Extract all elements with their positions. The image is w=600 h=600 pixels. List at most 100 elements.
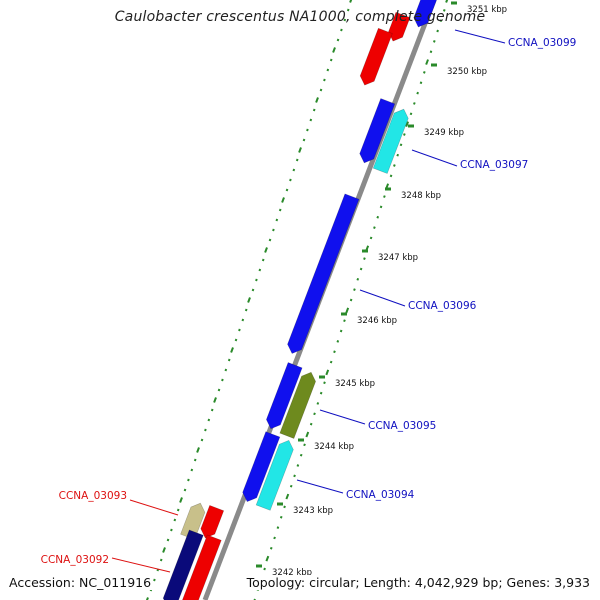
- map-title: Caulobacter crescentus NA1000, complete …: [114, 9, 486, 25]
- gc-tick-right: [379, 205, 383, 209]
- gc-tick-right: [419, 81, 423, 85]
- ruler-labels: 3251 kbp 3250 kbp 3249 kbp 3248 kbp 3247 kbp…: [272, 5, 507, 578]
- gc-tick-left: [213, 397, 217, 403]
- ruler-label: 3248 kbp: [401, 191, 441, 201]
- gc-tick-right: [399, 143, 403, 147]
- gene-red-03092: [180, 534, 222, 600]
- ruler-label: 3243 kbp: [293, 506, 333, 516]
- gc-tick-left: [329, 58, 333, 62]
- gc-tick-right: [273, 536, 276, 540]
- gene-olive-03095-shape: [279, 371, 316, 439]
- gene-leader: [319, 409, 366, 425]
- gene-pink-top-shape: [388, 11, 411, 42]
- gc-tick-left: [336, 38, 340, 42]
- gc-tick-right: [283, 505, 286, 509]
- gc-tick-right: [376, 215, 380, 219]
- gc-tick-left: [258, 268, 262, 272]
- ruler-label: 3246 kbp: [357, 316, 397, 326]
- gc-tick-left: [227, 358, 231, 362]
- gene-label: CCNA_03099: [508, 37, 576, 49]
- gc-tick-left: [278, 208, 282, 212]
- topology-text: Topology: circular; Length: 4,042,929 bp…: [244, 575, 592, 590]
- gc-tick-left: [159, 558, 163, 562]
- gc-tick-left: [173, 518, 177, 522]
- gc-tick-left: [315, 97, 319, 103]
- gc-tick-left: [234, 338, 238, 342]
- gene-navy: [162, 529, 204, 600]
- gc-tick-right: [309, 422, 313, 426]
- gc-tick-left: [306, 128, 309, 132]
- gc-tick-right: [436, 29, 439, 33]
- gc-tick-right: [413, 102, 416, 105]
- gc-tick-left: [217, 388, 221, 392]
- gc-tick-left: [346, 8, 350, 12]
- gene-navy-shape: [162, 529, 204, 600]
- gc-tick-right: [269, 546, 273, 550]
- gc-tick-right: [439, 19, 443, 23]
- gc-tick-right: [316, 402, 320, 405]
- gc-tick-right: [396, 153, 400, 157]
- gc-tick-right: [353, 288, 356, 292]
- gc-tick-left: [319, 88, 323, 92]
- gc-tick-right: [423, 71, 426, 74]
- gene-pink-top: [388, 11, 411, 42]
- gene-label: CCNA_03095: [368, 420, 436, 432]
- gene-blue-c: [266, 362, 303, 430]
- gene-03099-top: [413, 0, 438, 28]
- ruler-label: 3245 kbp: [335, 379, 375, 389]
- gene-olive-03095: [279, 371, 316, 439]
- gc-tick-left: [210, 408, 214, 412]
- gc-tick-right: [305, 431, 310, 438]
- ruler-label: 3249 kbp: [424, 128, 464, 138]
- gc-tick-left: [153, 578, 156, 582]
- gc-tick-right: [363, 257, 366, 260]
- ruler-ticks: [256, 1, 457, 568]
- gene-red-a-shape: [359, 27, 393, 86]
- gc-tick-right: [336, 340, 340, 343]
- label-leaders: [111, 29, 506, 573]
- gene-red-a: [359, 27, 393, 86]
- gc-tick-left: [289, 178, 292, 182]
- gene-red-small-shape: [200, 504, 225, 539]
- gc-tick-right: [416, 91, 419, 95]
- gc-tick-left: [179, 497, 183, 503]
- gene-blue-b: [359, 98, 396, 164]
- gc-tick-left: [295, 158, 299, 162]
- gc-tick-left: [349, 0, 353, 3]
- gc-tick-left: [343, 18, 347, 22]
- gene-blue-d: [242, 431, 281, 503]
- gc-tick-right: [323, 381, 326, 385]
- gc-tick-left: [332, 47, 336, 53]
- ruler-label: 3247 kbp: [378, 253, 418, 263]
- ruler-label: 3251 kbp: [467, 5, 507, 15]
- gc-skew-track: [145, 0, 449, 600]
- gene-leader: [454, 29, 506, 44]
- gene-label: CCNA_03094: [346, 489, 415, 501]
- gc-tick-left: [244, 308, 248, 312]
- ruler-label: 3244 kbp: [314, 442, 354, 452]
- gc-tick-right: [369, 236, 373, 240]
- gc-tick-left: [176, 508, 180, 512]
- gene-label: CCNA_03093: [59, 490, 127, 502]
- gc-tick-right: [349, 298, 353, 302]
- gene-blue-b-shape: [359, 98, 396, 164]
- gc-tick-right: [319, 391, 323, 395]
- gene-red-03092-shape: [180, 534, 222, 600]
- gene-leader: [111, 557, 171, 573]
- gc-tick-left: [309, 118, 313, 122]
- gc-tick-right: [359, 267, 363, 271]
- gc-tick-right: [289, 484, 293, 488]
- gc-tick-left: [162, 547, 166, 553]
- gc-tick-left: [323, 78, 326, 82]
- gc-tick-right: [285, 493, 290, 500]
- gc-tick-right: [403, 133, 406, 136]
- gc-tick-left: [200, 438, 204, 442]
- gene-label: CCNA_03097: [460, 159, 528, 171]
- gc-tick-left: [261, 258, 265, 262]
- gc-tick-right: [276, 526, 280, 529]
- gc-tick-left: [207, 418, 211, 422]
- gc-tick-right: [339, 329, 343, 333]
- gene-leader: [296, 479, 344, 494]
- gc-tick-left: [145, 597, 149, 600]
- gc-tick-left: [275, 218, 279, 222]
